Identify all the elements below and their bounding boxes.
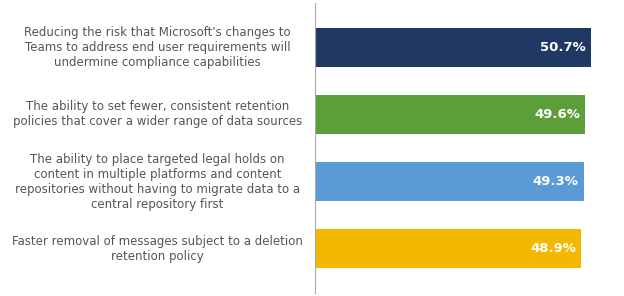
Text: 50.7%: 50.7% (540, 41, 586, 54)
Text: 49.6%: 49.6% (534, 108, 580, 121)
Text: The ability to set fewer, consistent retention
policies that cover a wider range: The ability to set fewer, consistent ret… (13, 100, 302, 128)
Text: 49.3%: 49.3% (533, 175, 578, 188)
Text: Reducing the risk that Microsoft's changes to
Teams to address end user requirem: Reducing the risk that Microsoft's chang… (24, 25, 291, 69)
Text: The ability to place targeted legal holds on
content in multiple platforms and c: The ability to place targeted legal hold… (15, 153, 300, 211)
Text: Faster removal of messages subject to a deletion
retention policy: Faster removal of messages subject to a … (12, 235, 303, 263)
Text: 48.9%: 48.9% (530, 242, 577, 255)
